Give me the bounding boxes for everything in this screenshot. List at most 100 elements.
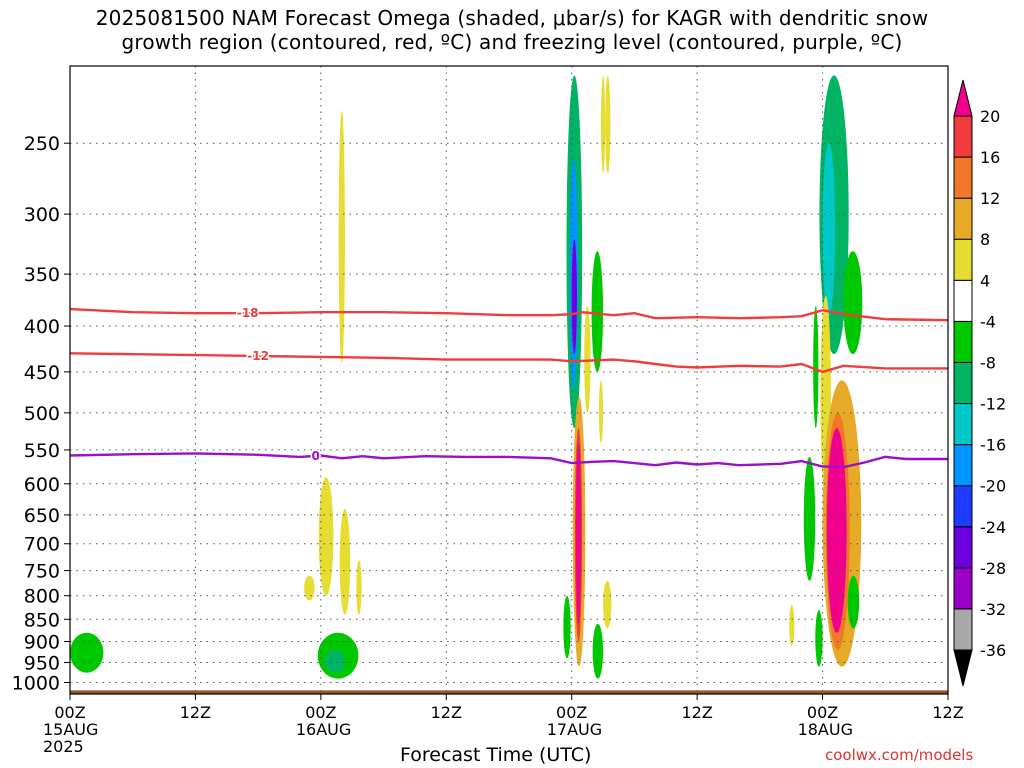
omega-cell-20 (826, 428, 847, 633)
y-tick-label-450: 450 (24, 362, 60, 384)
colorbar-arrow-top (953, 79, 973, 117)
plot-frame (69, 65, 949, 695)
y-tick-label-1000: 1000 (12, 673, 60, 695)
colorbar-box-1 (953, 567, 973, 610)
colorbar-label-4: -20 (980, 477, 1006, 496)
colorbar-box-6 (953, 361, 973, 405)
colorbar-label-5: -16 (980, 436, 1006, 455)
ground-surface (70, 690, 948, 694)
colorbar-box-9 (953, 238, 973, 281)
ground-band (70, 690, 948, 694)
omega-cell-7 (591, 251, 604, 372)
colorbar-label-7: -8 (980, 353, 996, 372)
y-tick-label-500: 500 (24, 403, 60, 425)
x-tick-date-24: 16AUG (296, 720, 351, 739)
dgz-contour-0-label: -18 (237, 306, 259, 320)
colorbar-box-10 (953, 197, 973, 240)
y-tick-label-300: 300 (24, 204, 60, 226)
y-tick-label-350: 350 (24, 264, 60, 286)
y-tick-label-600: 600 (24, 474, 60, 496)
x-tick-label-12: 12Z (180, 703, 211, 722)
colorbar-label-0: -36 (980, 641, 1006, 660)
omega-cell-26 (339, 508, 351, 615)
colorbar-box-11 (953, 156, 973, 199)
y-tick-label-400: 400 (24, 316, 60, 338)
y-tick-label-850: 850 (24, 609, 60, 631)
colorbar-label-12: 16 (980, 148, 1000, 167)
chart-title: 2025081500 NAM Forecast Omega (shaded, μ… (0, 6, 1024, 54)
dgz-contour-1 (69, 352, 948, 374)
colorbar-label-9: 4 (980, 271, 990, 290)
omega-cell-2 (571, 239, 577, 355)
omega-cell-5 (575, 442, 582, 624)
title-line-2: growth region (contoured, red, ºC) and f… (121, 30, 903, 54)
colorbar-box-8 (953, 279, 973, 322)
omega-cell-10 (598, 380, 604, 443)
colorbar-label-6: -12 (980, 395, 1006, 414)
dgz-contour-1-label: -12 (247, 349, 269, 363)
x-tick-label-72: 00Z (807, 703, 838, 722)
freezing-contour-0 (69, 452, 948, 469)
omega-cell-21 (815, 610, 823, 667)
colorbar-box-4 (953, 444, 973, 487)
x-tick-year-0: 2025 (43, 737, 84, 756)
colorbar-label-1: -32 (980, 600, 1006, 619)
colorbar-label-11: 12 (980, 189, 1000, 208)
omega-cell-32 (600, 75, 606, 174)
omega-cell-24 (338, 110, 345, 364)
title-line-1: 2025081500 NAM Forecast Omega (shaded, μ… (95, 6, 929, 30)
x-tick-date-48: 17AUG (547, 720, 602, 739)
omega-cell-8 (592, 623, 604, 679)
colorbar-label-3: -24 (980, 518, 1006, 537)
x-tick-label-0: 00Z (54, 703, 85, 722)
x-tick-label-48: 00Z (556, 703, 587, 722)
dgz-contour-0 (69, 307, 949, 322)
omega-cell-22 (847, 575, 860, 629)
temperature-contours: -18 -12 0 (69, 305, 949, 469)
freezing-contour-0-label: 0 (311, 449, 319, 463)
colorbar-box-0 (953, 608, 973, 651)
colorbar-label-2: -28 (980, 559, 1006, 578)
x-tick-date-0: 15AUG (43, 720, 98, 739)
omega-cell-15 (843, 251, 863, 355)
colorbar-box-2 (953, 526, 973, 569)
y-tick-label-950: 950 (24, 653, 60, 675)
x-tick-date-72: 18AUG (798, 720, 853, 739)
x-tick-label-60: 12Z (681, 703, 712, 722)
omega-cell-6 (563, 595, 571, 659)
x-tick-label-84: 12Z (932, 703, 963, 722)
omega-cell-9 (584, 306, 591, 413)
colorbar-box-7 (953, 320, 973, 363)
omega-cell-23 (813, 306, 819, 429)
y-tick-label-800: 800 (24, 586, 60, 608)
omega-cell-28 (356, 560, 362, 615)
colorbar-box-12 (953, 115, 973, 158)
y-tick-label-650: 650 (24, 505, 60, 527)
y-tick-label-750: 750 (24, 561, 60, 583)
colorbar-box-3 (953, 485, 973, 528)
omega-cell-30 (325, 650, 345, 673)
y-tick-label-250: 250 (24, 133, 60, 155)
omega-shading (70, 75, 863, 679)
colorbar-label-13: 20 (980, 107, 1000, 126)
colorbar: -36 -32 -28 -24 -20 -16 -12 -8 -4 4 8 12 16 20 (953, 79, 1006, 687)
omega-cell-27 (304, 575, 315, 601)
omega-cell-12 (605, 75, 611, 174)
colorbar-label-8: -4 (980, 312, 996, 331)
colorbar-label-10: 8 (980, 230, 990, 249)
site-credit: coolwx.com/models (825, 746, 974, 764)
omega-cell-16 (803, 456, 816, 581)
y-tick-label-900: 900 (24, 632, 60, 654)
colorbar-arrow-bottom (953, 649, 973, 687)
y-tick-label-550: 550 (24, 440, 60, 462)
x-axis-label: Forecast Time (UTC) (400, 744, 592, 766)
y-axis: 2503003504004505005506006507007508008509… (12, 133, 70, 695)
x-tick-label-24: 00Z (305, 703, 336, 722)
omega-cell-11 (603, 580, 612, 629)
omega-cell-14 (822, 143, 836, 317)
omega-cell-31 (70, 632, 104, 673)
colorbar-box-5 (953, 403, 973, 446)
plot-border (69, 65, 949, 695)
